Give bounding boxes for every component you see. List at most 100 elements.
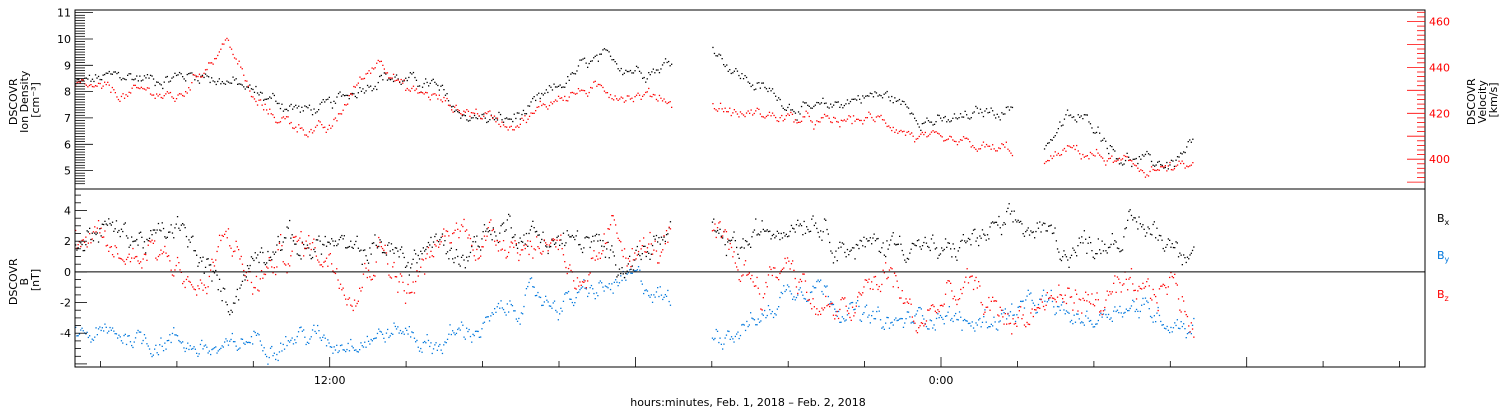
data-point [555, 309, 557, 312]
data-point [997, 224, 999, 226]
data-point [869, 237, 871, 239]
data-point [81, 243, 83, 246]
data-point [654, 240, 656, 242]
data-point [1143, 287, 1145, 289]
data-point [773, 114, 775, 117]
data-point [595, 233, 598, 235]
data-point [1152, 321, 1154, 323]
data-point [643, 94, 645, 96]
data-point [1167, 165, 1169, 167]
data-point [148, 87, 150, 89]
data-point [778, 120, 780, 123]
data-point [425, 248, 427, 251]
data-point [94, 232, 96, 234]
data-point [426, 92, 428, 94]
data-point [938, 310, 940, 313]
data-point [493, 115, 496, 117]
data-point [1170, 271, 1172, 274]
data-point [499, 307, 501, 309]
panel1-series-1 [75, 37, 1194, 178]
data-point [529, 229, 531, 231]
data-point [176, 256, 179, 259]
data-point [657, 262, 659, 264]
data-point [462, 324, 464, 326]
data-point [918, 135, 920, 138]
data-point [287, 110, 289, 112]
data-point [816, 227, 818, 230]
data-point [874, 120, 876, 123]
data-point [859, 293, 861, 295]
data-point [455, 104, 457, 106]
data-point [724, 65, 726, 68]
data-point [113, 230, 115, 232]
data-point [929, 319, 931, 321]
data-point [878, 116, 881, 118]
data-point [440, 349, 442, 351]
data-point [360, 290, 362, 292]
data-point [432, 93, 434, 95]
data-point [359, 87, 361, 89]
data-point [478, 257, 480, 259]
data-point [950, 120, 952, 122]
data-point [425, 257, 427, 260]
data-point [148, 240, 151, 242]
data-point [101, 327, 103, 329]
data-point [606, 92, 609, 94]
data-point [440, 241, 442, 243]
data-point [569, 298, 571, 300]
data-point [811, 291, 813, 293]
data-point [1150, 166, 1153, 168]
data-point [881, 327, 883, 329]
data-point [81, 327, 83, 329]
data-point [411, 263, 413, 265]
data-point [970, 146, 972, 148]
data-point [92, 339, 95, 341]
data-point [525, 232, 528, 235]
data-point [629, 260, 631, 262]
data-point [171, 332, 174, 335]
data-point [133, 341, 135, 343]
data-point [380, 241, 382, 243]
data-point [1053, 306, 1055, 308]
data-point [369, 343, 371, 345]
data-point [574, 73, 577, 75]
data-point [369, 247, 371, 249]
data-point [895, 244, 897, 246]
data-point [138, 331, 140, 333]
data-point [545, 242, 547, 244]
data-point [501, 307, 503, 309]
data-point [602, 49, 604, 51]
data-point [165, 252, 167, 254]
data-point [159, 93, 161, 96]
data-point [383, 249, 385, 251]
data-point [578, 291, 580, 293]
data-point [1042, 305, 1045, 308]
data-point [890, 239, 892, 241]
data-point [468, 328, 470, 331]
data-point [216, 250, 218, 253]
data-point [297, 239, 300, 241]
data-point [101, 79, 103, 81]
data-point [830, 301, 832, 303]
data-point [236, 246, 238, 248]
data-point [195, 76, 197, 78]
data-point [989, 226, 991, 228]
data-point [264, 273, 267, 276]
data-point [420, 347, 422, 350]
data-point [1065, 150, 1067, 152]
data-point [519, 118, 521, 120]
data-point [436, 240, 438, 242]
data-point [637, 92, 639, 94]
data-point [104, 81, 106, 83]
data-point [413, 292, 416, 294]
data-point [579, 289, 581, 291]
data-point [1035, 230, 1037, 233]
data-point [602, 250, 604, 252]
data-point [524, 294, 526, 296]
data-point [952, 117, 954, 119]
data-point [394, 276, 396, 278]
data-point [411, 87, 413, 90]
data-point [579, 281, 581, 283]
data-point [1096, 323, 1098, 325]
data-point [587, 236, 589, 238]
